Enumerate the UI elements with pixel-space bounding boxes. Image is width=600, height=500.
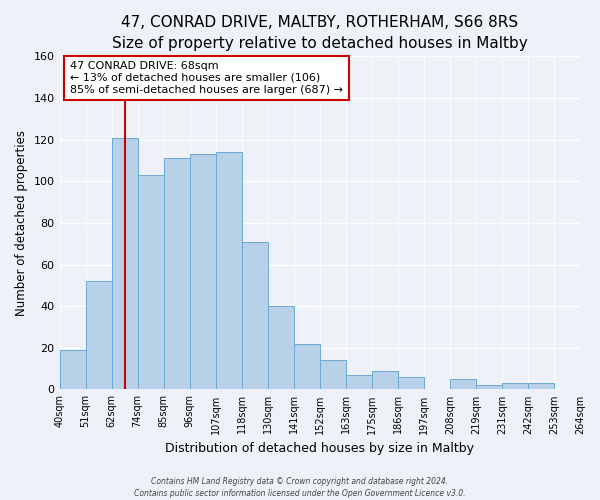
X-axis label: Distribution of detached houses by size in Maltby: Distribution of detached houses by size …: [165, 442, 474, 455]
Bar: [502, 383, 528, 390]
Bar: [450, 379, 476, 390]
Bar: [242, 242, 268, 390]
Bar: [190, 154, 215, 390]
Title: 47, CONRAD DRIVE, MALTBY, ROTHERHAM, S66 8RS
Size of property relative to detach: 47, CONRAD DRIVE, MALTBY, ROTHERHAM, S66…: [112, 15, 527, 51]
Bar: [372, 370, 398, 390]
Bar: [398, 377, 424, 390]
Bar: [346, 375, 372, 390]
Bar: [294, 344, 320, 390]
Text: 47 CONRAD DRIVE: 68sqm
← 13% of detached houses are smaller (106)
85% of semi-de: 47 CONRAD DRIVE: 68sqm ← 13% of detached…: [70, 62, 343, 94]
Y-axis label: Number of detached properties: Number of detached properties: [15, 130, 28, 316]
Text: Contains HM Land Registry data © Crown copyright and database right 2024.
Contai: Contains HM Land Registry data © Crown c…: [134, 476, 466, 498]
Bar: [59, 350, 86, 390]
Bar: [112, 138, 137, 390]
Bar: [137, 175, 164, 390]
Bar: [528, 383, 554, 390]
Bar: [164, 158, 190, 390]
Bar: [476, 386, 502, 390]
Bar: [268, 306, 294, 390]
Bar: [320, 360, 346, 390]
Bar: [86, 281, 112, 390]
Bar: [215, 152, 242, 390]
